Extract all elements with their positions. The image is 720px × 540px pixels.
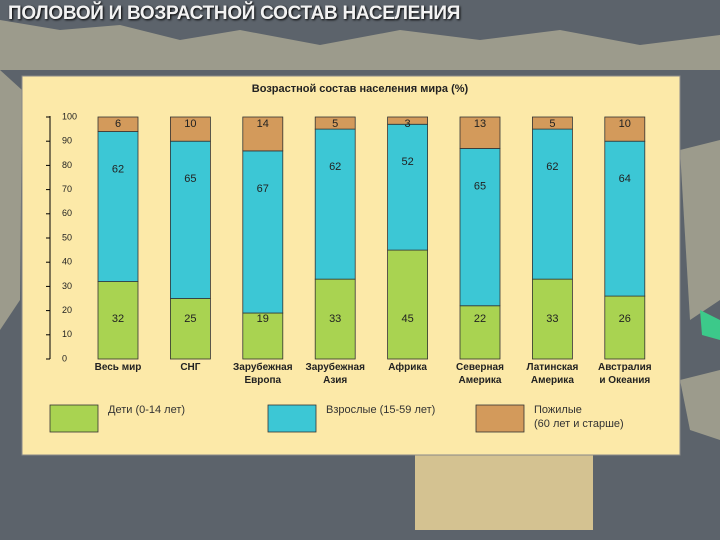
bar-segment xyxy=(97,131,139,282)
value-label: 14 xyxy=(257,118,269,130)
bar-segment xyxy=(459,116,501,149)
value-label: 64 xyxy=(619,173,631,185)
bar-segment xyxy=(314,278,356,360)
bar-segment xyxy=(604,295,646,360)
slide-title: ПОЛОВОЙ И ВОЗРАСТНОЙ СОСТАВ НАСЕЛЕНИЯ xyxy=(8,3,461,24)
value-label: 13 xyxy=(474,118,486,130)
bar-segment xyxy=(532,278,573,360)
value-label: 3 xyxy=(405,118,411,130)
x-tick-label: Зарубежная Азия xyxy=(305,362,365,386)
bar-segment xyxy=(387,123,429,251)
y-tick-label: 90 xyxy=(62,136,72,146)
value-label: 33 xyxy=(329,313,341,325)
legend-swatch xyxy=(267,404,317,433)
bar-segment xyxy=(169,116,211,142)
x-tick-label: Весь мир xyxy=(94,362,142,373)
value-label: 5 xyxy=(549,118,555,130)
x-tick-label: Северная Америка xyxy=(456,362,504,386)
legend-swatch xyxy=(49,404,99,433)
chart-title: Возрастной состав населения мира (%) xyxy=(252,83,469,95)
x-tick-label: Латинская Америка xyxy=(526,362,579,386)
value-label: 33 xyxy=(546,313,558,325)
value-label: 25 xyxy=(184,313,196,325)
value-label: 65 xyxy=(474,180,486,192)
y-tick-label: 0 xyxy=(62,353,67,363)
y-tick-label: 100 xyxy=(62,111,77,121)
y-tick-label: 30 xyxy=(62,281,72,291)
legend-label: Пожилые (60 лет и старше) xyxy=(534,404,624,430)
bar-segment xyxy=(314,116,356,130)
y-tick-label: 60 xyxy=(62,208,72,218)
value-label: 45 xyxy=(401,313,413,325)
value-label: 22 xyxy=(474,313,486,325)
bar-segment xyxy=(532,116,573,130)
legend-label: Дети (0-14 лет) xyxy=(108,404,186,416)
bar-segment xyxy=(459,305,501,360)
value-label: 62 xyxy=(546,161,558,173)
bar-segment xyxy=(532,128,573,280)
bar-segment xyxy=(97,116,139,132)
bar-segment xyxy=(242,116,284,152)
value-label: 6 xyxy=(115,118,121,130)
bar-segment xyxy=(387,249,429,360)
bar-segment xyxy=(169,140,211,299)
value-label: 62 xyxy=(112,163,124,175)
bar-segment xyxy=(604,116,646,142)
value-label: 32 xyxy=(112,313,124,325)
bar-segment xyxy=(242,150,284,314)
y-tick-label: 80 xyxy=(62,160,72,170)
bar-segment xyxy=(459,148,501,307)
y-tick-label: 10 xyxy=(62,329,72,339)
value-label: 26 xyxy=(619,313,631,325)
value-label: 62 xyxy=(329,161,341,173)
value-label: 52 xyxy=(401,156,413,168)
y-tick-label: 20 xyxy=(62,305,72,315)
value-label: 67 xyxy=(257,183,269,195)
bar-segment xyxy=(604,140,646,297)
value-label: 10 xyxy=(619,118,631,130)
y-tick-label: 70 xyxy=(62,184,72,194)
bar-segment xyxy=(314,128,356,280)
x-tick-label: СНГ xyxy=(180,362,201,373)
legend-label: Взрослые (15-59 лет) xyxy=(326,404,436,416)
bar-segment xyxy=(242,312,284,360)
x-tick-label: Австралия и Океания xyxy=(598,362,652,386)
value-label: 10 xyxy=(184,118,196,130)
value-label: 19 xyxy=(257,313,269,325)
x-tick-label: Зарубежная Европа xyxy=(233,362,293,386)
bar-segment xyxy=(387,116,429,125)
bar-segment xyxy=(169,298,211,360)
bar-segment xyxy=(97,281,139,360)
y-tick-label: 40 xyxy=(62,257,72,267)
value-label: 5 xyxy=(332,118,338,130)
y-tick-label: 50 xyxy=(62,232,72,242)
x-tick-label: Африка xyxy=(388,362,427,373)
value-label: 65 xyxy=(184,173,196,185)
legend-swatch xyxy=(475,404,525,433)
